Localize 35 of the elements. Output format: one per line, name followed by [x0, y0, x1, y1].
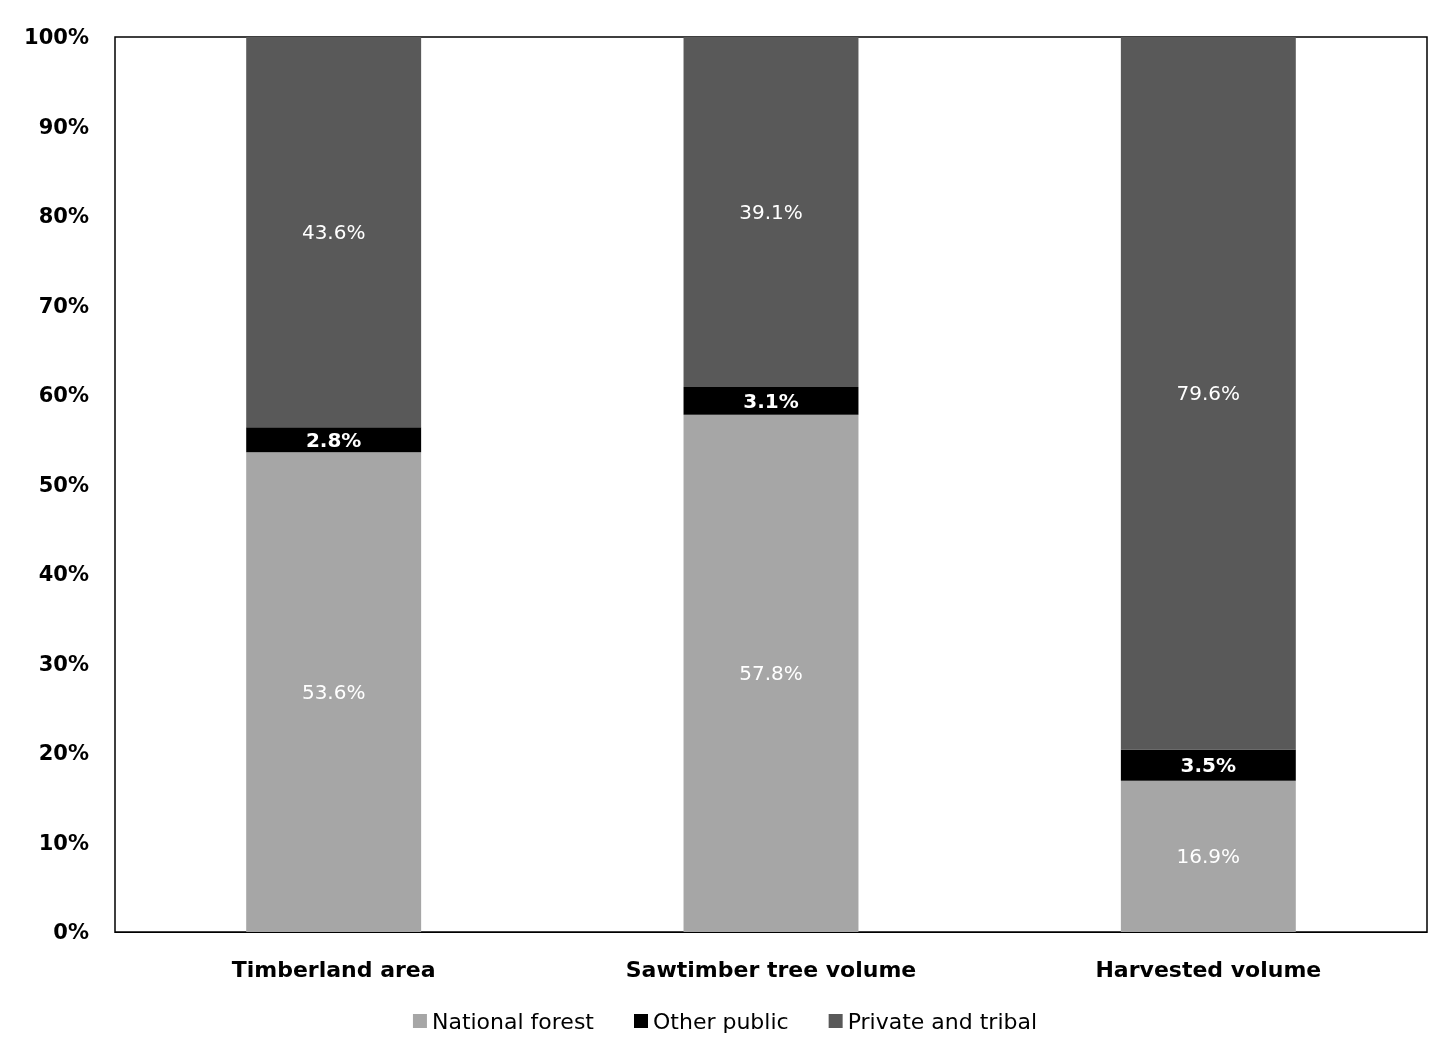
- legend-label: National forest: [431, 1008, 595, 1034]
- bar: [683, 386, 859, 415]
- bar: [683, 37, 859, 387]
- data-label: 3.1%: [743, 388, 799, 413]
- bar: [246, 37, 422, 428]
- data-label: 43.6%: [301, 220, 366, 245]
- y-tick-label: 0%: [53, 920, 89, 944]
- data-label: 39.1%: [739, 199, 803, 224]
- legend-label: Other public: [652, 1008, 789, 1034]
- x-tick-label: Sawtimber tree volume: [625, 956, 917, 982]
- y-tick-label: 60%: [38, 383, 89, 407]
- bar: [1120, 780, 1296, 932]
- y-tick-label: 90%: [38, 114, 89, 139]
- bar: [246, 427, 422, 453]
- bar: [683, 414, 859, 932]
- y-tick-label: 100%: [24, 25, 89, 49]
- y-tick-label: 50%: [38, 472, 89, 497]
- y-tick-label: 30%: [38, 651, 89, 676]
- y-tick-label: 20%: [38, 741, 89, 765]
- data-label: 53.6%: [301, 680, 366, 705]
- data-label: 79.6%: [1176, 381, 1241, 406]
- y-tick-label: 80%: [38, 204, 89, 228]
- y-tick-label: 10%: [38, 830, 89, 855]
- bar: [246, 452, 422, 932]
- x-tick-label: Timberland area: [231, 956, 436, 982]
- bar: [1120, 749, 1296, 781]
- data-label: 2.8%: [305, 427, 362, 452]
- data-label: 57.8%: [739, 661, 803, 686]
- bar: [1120, 37, 1296, 750]
- y-tick-label: 70%: [38, 293, 89, 318]
- data-label: 16.9%: [1176, 844, 1241, 869]
- legend-label: Private and tribal: [847, 1008, 1038, 1034]
- x-tick-label: Harvested volume: [1095, 956, 1322, 982]
- data-label: 3.5%: [1180, 753, 1237, 778]
- y-tick-label: 40%: [38, 562, 89, 586]
